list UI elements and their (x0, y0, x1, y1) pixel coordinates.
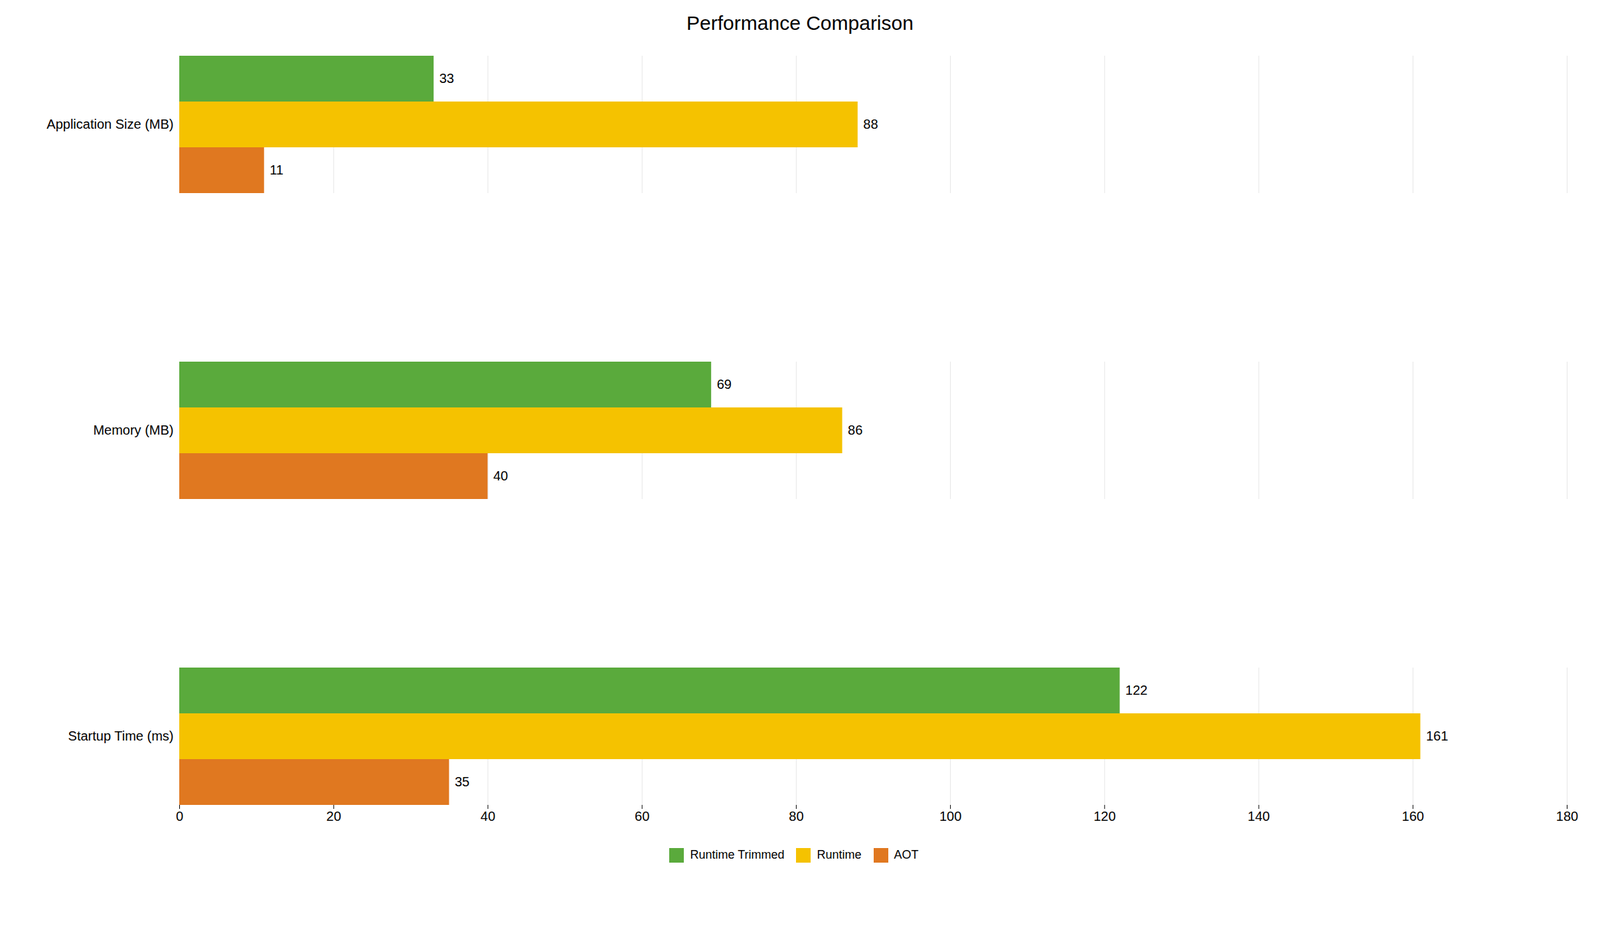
svg-text:86: 86 (847, 422, 863, 438)
svg-text:122: 122 (1125, 683, 1148, 698)
svg-text:100: 100 (939, 809, 962, 824)
svg-text:40: 40 (480, 809, 496, 824)
svg-text:0: 0 (175, 809, 184, 824)
svg-text:Startup Time (ms): Startup Time (ms) (68, 728, 174, 744)
svg-text:161: 161 (1426, 728, 1448, 744)
svg-text:180: 180 (1556, 809, 1579, 824)
svg-text:140: 140 (1247, 809, 1270, 824)
svg-text:40: 40 (493, 468, 508, 484)
svg-text:69: 69 (717, 377, 732, 392)
html-text:Runtime: Runtime (816, 848, 862, 862)
svg-text:33: 33 (439, 71, 455, 86)
html-text:AOT: AOT (893, 848, 919, 862)
html-text:Runtime Trimmed: Runtime Trimmed (690, 848, 785, 862)
svg-text:60: 60 (634, 809, 650, 824)
svg-text:88: 88 (863, 116, 878, 132)
html-text:Performance Comparison: Performance Comparison (686, 11, 914, 34)
svg-text:160: 160 (1402, 809, 1425, 824)
svg-text:20: 20 (326, 809, 342, 824)
svg-text:120: 120 (1093, 809, 1116, 824)
svg-text:11: 11 (269, 162, 284, 178)
svg-text:Memory (MB): Memory (MB) (92, 422, 174, 438)
svg-text:Application Size (MB): Application Size (MB) (46, 116, 174, 132)
svg-text:35: 35 (454, 774, 470, 790)
svg-text:80: 80 (788, 809, 804, 824)
